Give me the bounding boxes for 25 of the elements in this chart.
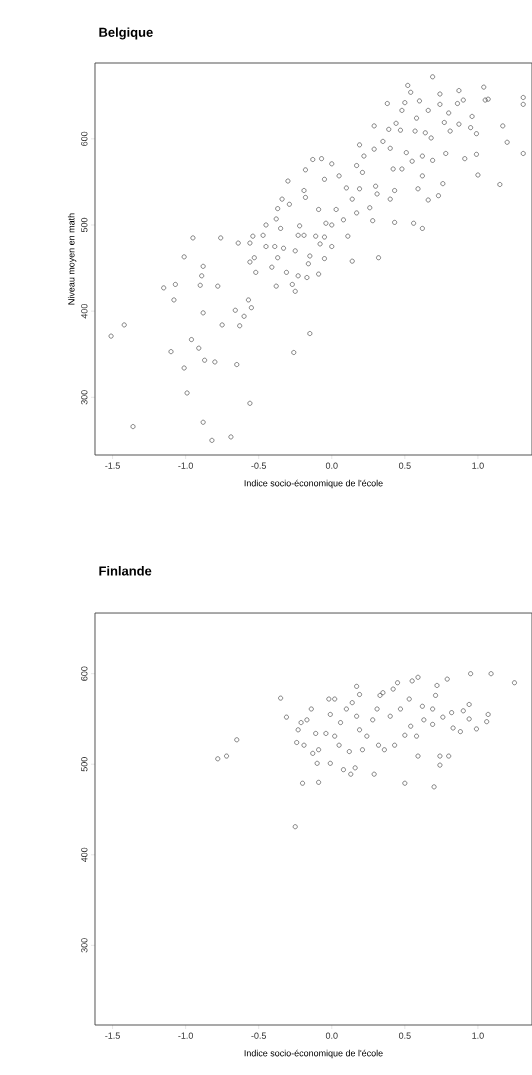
y-tick-label: 400 — [81, 847, 88, 863]
chart-title: Finlande — [99, 566, 152, 576]
x-tick-label: -1.0 — [178, 462, 193, 469]
chart-title: Belgique — [99, 27, 153, 40]
x-tick-label: -1.0 — [178, 1032, 193, 1039]
x-tick-label: 0.5 — [398, 462, 411, 469]
y-tick-label: 600 — [81, 131, 88, 146]
y-tick-label: 600 — [81, 666, 88, 681]
x-tick-label: 1.0 — [472, 462, 484, 469]
y-tick-label: 500 — [81, 217, 88, 233]
y-axis-title: Niveau moyen en math — [67, 213, 77, 305]
x-tick-label: -1.5 — [105, 1032, 120, 1039]
x-axis-title: Indice socio-économique de l'école — [244, 479, 383, 489]
x-tick-label: 0.0 — [325, 462, 338, 469]
y-tick-label: 500 — [81, 757, 88, 772]
y-tick-label: 400 — [81, 304, 88, 319]
x-tick-label: 0.5 — [398, 1032, 411, 1039]
x-tick-label: -0.5 — [251, 462, 267, 469]
x-axis-title: Indice socio-économique de l'école — [244, 1049, 383, 1059]
x-tick-label: 1.0 — [472, 1032, 484, 1039]
x-tick-label: 0.0 — [325, 1032, 338, 1039]
y-tick-label: 300 — [81, 938, 88, 953]
y-tick-label: 300 — [81, 390, 88, 405]
x-tick-label: -0.5 — [251, 1032, 267, 1039]
x-tick-label: -1.5 — [105, 462, 120, 469]
